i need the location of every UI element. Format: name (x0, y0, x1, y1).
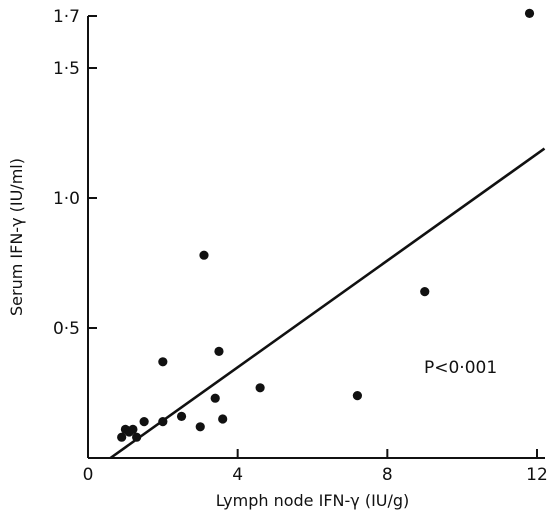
regression-line-group (109, 147, 546, 460)
x-axis-label: Lymph node IFN-γ (IU/g) (216, 491, 410, 510)
y-tick-label: 0·5 (53, 319, 80, 339)
data-points (117, 8, 535, 442)
axes (87, 16, 545, 459)
data-point (352, 391, 362, 401)
data-point (195, 422, 205, 432)
y-tick-label: 1·7 (53, 7, 80, 27)
p-value-annotation: P<0·001 (424, 358, 497, 378)
data-point (210, 393, 220, 403)
data-point (218, 414, 228, 424)
y-tick-label: 1·0 (53, 189, 80, 209)
data-point (158, 417, 168, 427)
x-tick-label: 12 (526, 465, 548, 485)
data-point (214, 346, 224, 356)
data-point (199, 250, 209, 260)
data-point (176, 411, 187, 421)
data-point (132, 432, 142, 442)
data-point (117, 432, 127, 442)
x-tick-label: 0 (83, 465, 94, 485)
x-tick-label: 4 (232, 465, 243, 485)
regression-line (109, 147, 546, 460)
y-tick-label: 1·5 (53, 59, 80, 79)
data-point (139, 417, 149, 427)
data-point (128, 424, 138, 434)
data-point (524, 8, 535, 18)
x-tick-label: 8 (382, 465, 393, 485)
y-axis-label: Serum IFN-γ (IU/ml) (7, 158, 26, 316)
ticks: 0 4 8 12 0·5 1·0 1·5 1·7 (53, 7, 548, 485)
data-point (255, 383, 265, 393)
data-point (158, 357, 168, 367)
data-point (420, 287, 430, 297)
